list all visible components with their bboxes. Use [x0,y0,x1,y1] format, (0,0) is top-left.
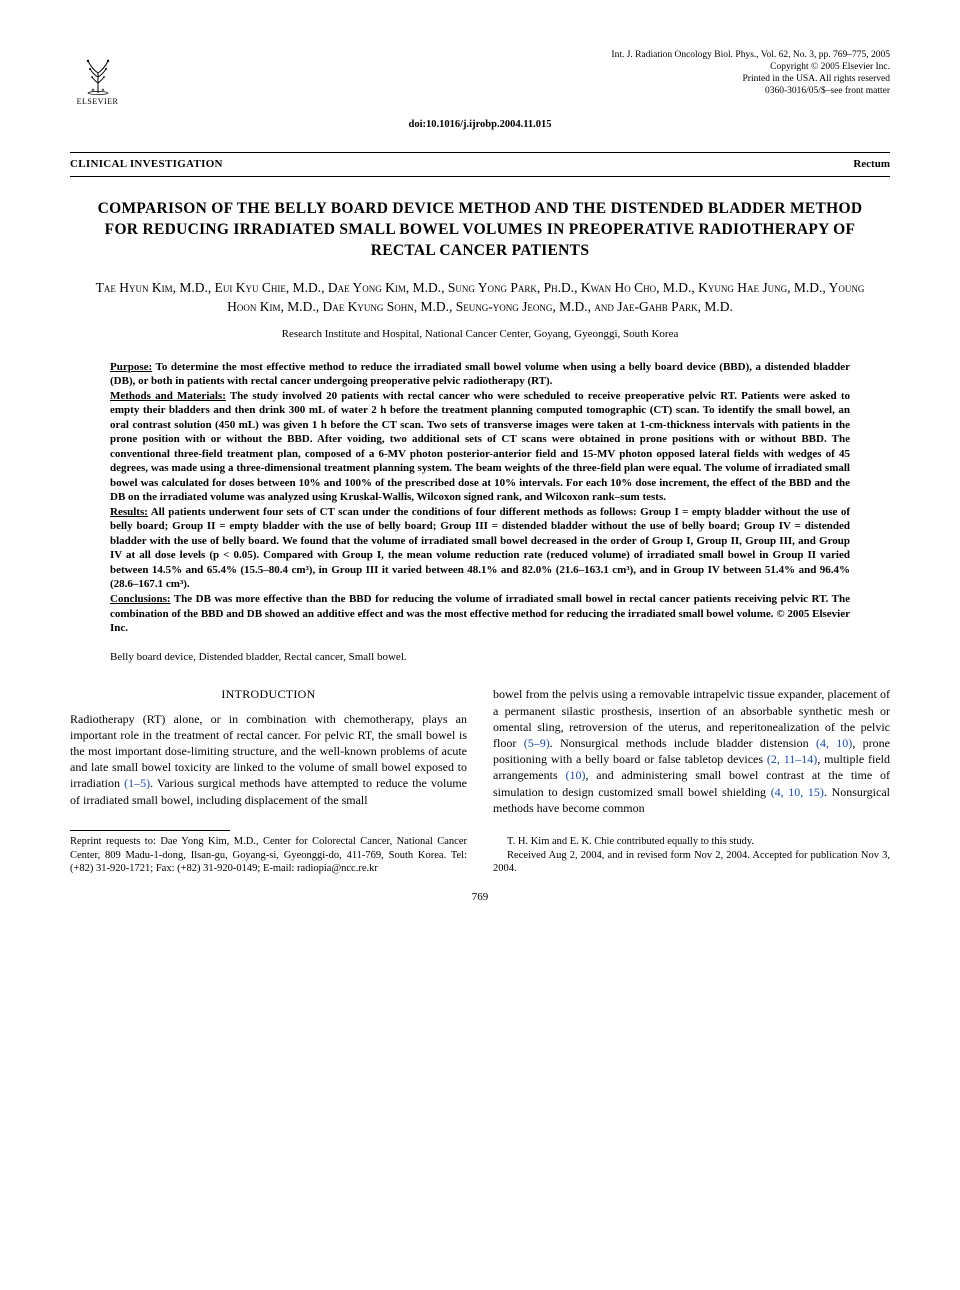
body-paragraph: bowel from the pelvis using a removable … [493,686,890,816]
page-number: 769 [70,890,890,905]
citation-link[interactable]: (4, 10) [816,736,852,750]
journal-copyright: Copyright © 2005 Elsevier Inc. [611,62,890,74]
abstract-results: Results: All patients underwent four set… [110,505,850,592]
section-type: CLINICAL INVESTIGATION [70,157,223,172]
article-title: COMPARISON OF THE BELLY BOARD DEVICE MET… [90,199,870,262]
keywords: Belly board device, Distended bladder, R… [110,650,850,665]
affiliation: Research Institute and Hospital, Nationa… [70,327,890,342]
journal-issn: 0360-3016/05/$–see front matter [611,86,890,98]
publisher-name: ELSEVIER [77,97,119,108]
intro-heading: INTRODUCTION [70,686,467,702]
citation-link[interactable]: (10) [565,768,585,782]
authors: Tae Hyun Kim, M.D., Eui Kyu Chie, M.D., … [80,278,880,317]
abstract-methods: Methods and Materials: The study involve… [110,389,850,505]
citation-link[interactable]: (5–9) [524,736,550,750]
section-topic: Rectum [853,157,890,172]
journal-citation: Int. J. Radiation Oncology Biol. Phys., … [611,50,890,62]
abstract-conclusions: Conclusions: The DB was more effective t… [110,592,850,636]
abstract-purpose: Purpose: To determine the most effective… [110,360,850,389]
body-paragraph: Radiotherapy (RT) alone, or in combinati… [70,711,467,808]
citation-link[interactable]: (1–5) [124,776,150,790]
citation-link[interactable]: (2, 11–14) [767,752,817,766]
publisher-logo: ELSEVIER [70,50,125,110]
header-row: ELSEVIER Int. J. Radiation Oncology Biol… [70,50,890,110]
doi: doi:10.1016/j.ijrobp.2004.11.015 [70,118,890,132]
left-column: INTRODUCTION Radiotherapy (RT) alone, or… [70,686,467,816]
body-columns: INTRODUCTION Radiotherapy (RT) alone, or… [70,686,890,816]
footnote-left: Reprint requests to: Dae Yong Kim, M.D.,… [70,835,467,876]
section-bar: CLINICAL INVESTIGATION Rectum [70,152,890,177]
abstract: Purpose: To determine the most effective… [110,360,850,636]
footnote-separator [70,830,230,831]
right-column: bowel from the pelvis using a removable … [493,686,890,816]
footnote-right: T. H. Kim and E. K. Chie contributed equ… [493,835,890,876]
journal-printed: Printed in the USA. All rights reserved [611,74,890,86]
footnotes: Reprint requests to: Dae Yong Kim, M.D.,… [70,835,890,876]
elsevier-tree-icon [78,53,118,95]
citation-link[interactable]: (4, 10, 15) [771,785,824,799]
journal-info: Int. J. Radiation Oncology Biol. Phys., … [611,50,890,98]
